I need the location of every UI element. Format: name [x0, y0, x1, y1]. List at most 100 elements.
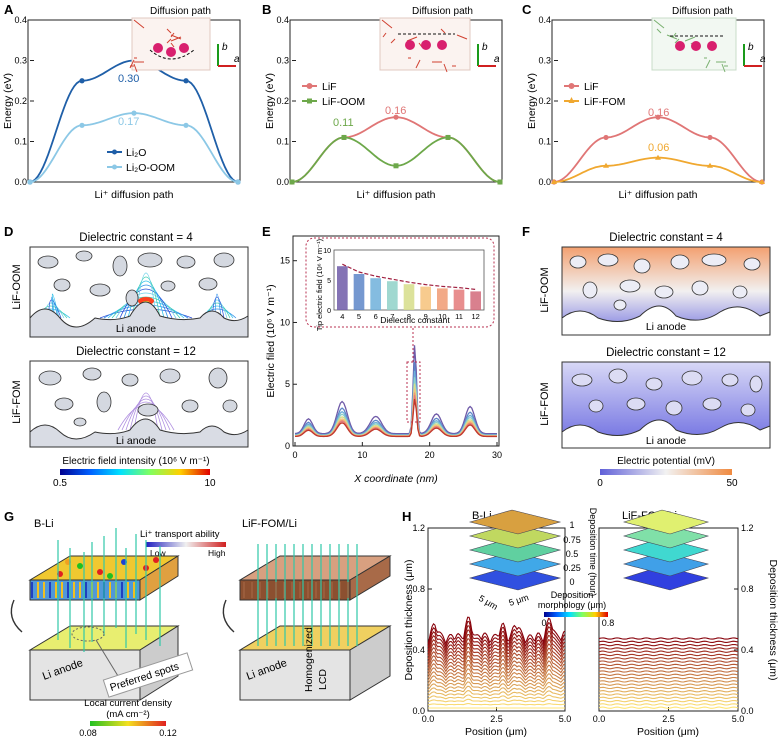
data-point — [341, 134, 347, 140]
bar — [453, 289, 465, 310]
particles-top — [569, 253, 761, 311]
inset-y-tick: 10 — [323, 248, 331, 255]
bond — [666, 34, 678, 40]
y-tick-label: 0.4 — [412, 645, 425, 655]
a-axis-label: a — [234, 54, 240, 65]
y-tick-label: 0.3 — [14, 56, 27, 66]
bar-category-label: 6 — [374, 312, 378, 321]
legend-entry-0: LiF — [322, 81, 337, 93]
profile-line — [598, 667, 739, 670]
legend: LiF LiF-FOM — [564, 81, 625, 108]
pointer-line — [95, 639, 119, 677]
inset-title: Diffusion path — [412, 6, 473, 17]
x-axis-label: Li⁺ diffusion path — [357, 189, 436, 201]
series-group — [289, 114, 503, 185]
particle — [721, 373, 739, 387]
time-tick: 0.5 — [566, 549, 579, 559]
x-axis-label: Li⁺ diffusion path — [95, 189, 174, 201]
data-point — [551, 179, 557, 184]
annotation-1: 0.17 — [118, 116, 139, 128]
annotation-1: 0.06 — [648, 142, 669, 154]
bond — [674, 38, 680, 44]
bar-category-label: 12 — [471, 312, 479, 321]
y-tick-label: 1.2 — [412, 523, 425, 533]
particles-bottom — [571, 368, 763, 417]
y-ticks: 0.0 0.1 0.2 0.3 0.4 — [538, 15, 558, 187]
title-bottom: Dielectric constant = 12 — [76, 346, 196, 358]
cd-label-2: (mA cm⁻²) — [106, 709, 150, 720]
y-tick-label: 0.2 — [276, 96, 289, 106]
bar-category-label: 4 — [340, 312, 344, 321]
profile-line — [427, 677, 566, 688]
particle — [588, 399, 604, 413]
hotspot — [107, 573, 113, 579]
crystal-bonds — [653, 19, 728, 73]
panel-b: B 0.0 0.1 0.2 0.3 0.4 Energy (eV) Li⁺ diffus… — [262, 2, 503, 201]
transport-low: Low — [150, 548, 166, 558]
anode-label-bottom: Li anode — [646, 435, 686, 447]
panel-e: E 0 10 20 30 0 5 10 15 Electric filed (10⁶ V m⁻… — [262, 224, 502, 485]
particle — [73, 417, 87, 427]
profile-line — [427, 625, 566, 652]
morph-min: 0 — [541, 618, 546, 628]
annotation-0: 0.30 — [118, 73, 139, 85]
data-point — [497, 179, 503, 185]
particle — [608, 368, 628, 384]
bar-category-label: 5 — [357, 312, 361, 321]
y-ticks: 0.0 0.1 0.2 0.3 0.4 — [276, 15, 296, 187]
bar-category-label: 10 — [438, 312, 446, 321]
profile-line — [598, 676, 739, 680]
profile-line — [598, 683, 739, 686]
bond — [133, 19, 145, 29]
li-anode-bottom — [561, 419, 771, 449]
b-axis-label: b — [482, 42, 488, 53]
data-point — [235, 179, 241, 185]
ion-transport-lines — [243, 544, 358, 646]
particle — [82, 367, 102, 381]
time-tick: 0 — [569, 577, 574, 587]
particle — [740, 403, 756, 417]
particle — [749, 375, 763, 393]
profile-line — [598, 640, 739, 643]
x-tick-label: 2.5 — [490, 714, 503, 724]
data-point — [393, 114, 399, 120]
profile-line — [598, 693, 739, 696]
field-lines-bottom — [38, 367, 238, 431]
x-tick-label: 0.0 — [422, 714, 435, 724]
morph-max: 0.8 — [602, 618, 615, 628]
morphology-stacks — [468, 509, 710, 591]
y-tick-label: 0.8 — [412, 584, 425, 594]
cd-min: 0.08 — [79, 728, 97, 738]
anode-label-top: Li anode — [116, 323, 156, 335]
a-axis-label: a — [760, 54, 766, 65]
side-label-top: LiF-OOM — [11, 264, 23, 309]
data-point — [445, 134, 451, 140]
particle — [181, 399, 199, 413]
y-tick-label: 0 — [285, 441, 290, 451]
cd-colorbar — [90, 721, 166, 726]
curved-arrow — [222, 599, 235, 633]
data-point — [707, 162, 713, 168]
profile-line — [427, 690, 566, 697]
y-tick-label: 0.1 — [14, 137, 27, 147]
field-line — [51, 293, 60, 319]
y-tick-label: 0.1 — [538, 137, 551, 147]
y-tick-label: 5 — [285, 379, 290, 389]
panel-letter: H — [402, 509, 411, 524]
particle — [38, 370, 62, 386]
morphology-layer — [468, 509, 562, 535]
profile-line — [598, 680, 739, 683]
li-anode-top — [561, 305, 771, 336]
particle — [198, 277, 218, 291]
bond — [443, 63, 448, 73]
particle — [137, 252, 163, 268]
y-axis-label: Energy (eV) — [2, 73, 14, 129]
field-line — [119, 288, 173, 319]
colorbar-min: 0 — [597, 478, 603, 489]
particle — [691, 280, 709, 296]
morph-label-2: morphology (μm) — [538, 600, 606, 610]
inset-y-label: Tip electric field (10⁶ V m⁻¹) — [315, 238, 324, 331]
profile-line — [598, 650, 739, 653]
y-axis-label: Energy (eV) — [264, 73, 276, 129]
particle — [571, 373, 593, 387]
